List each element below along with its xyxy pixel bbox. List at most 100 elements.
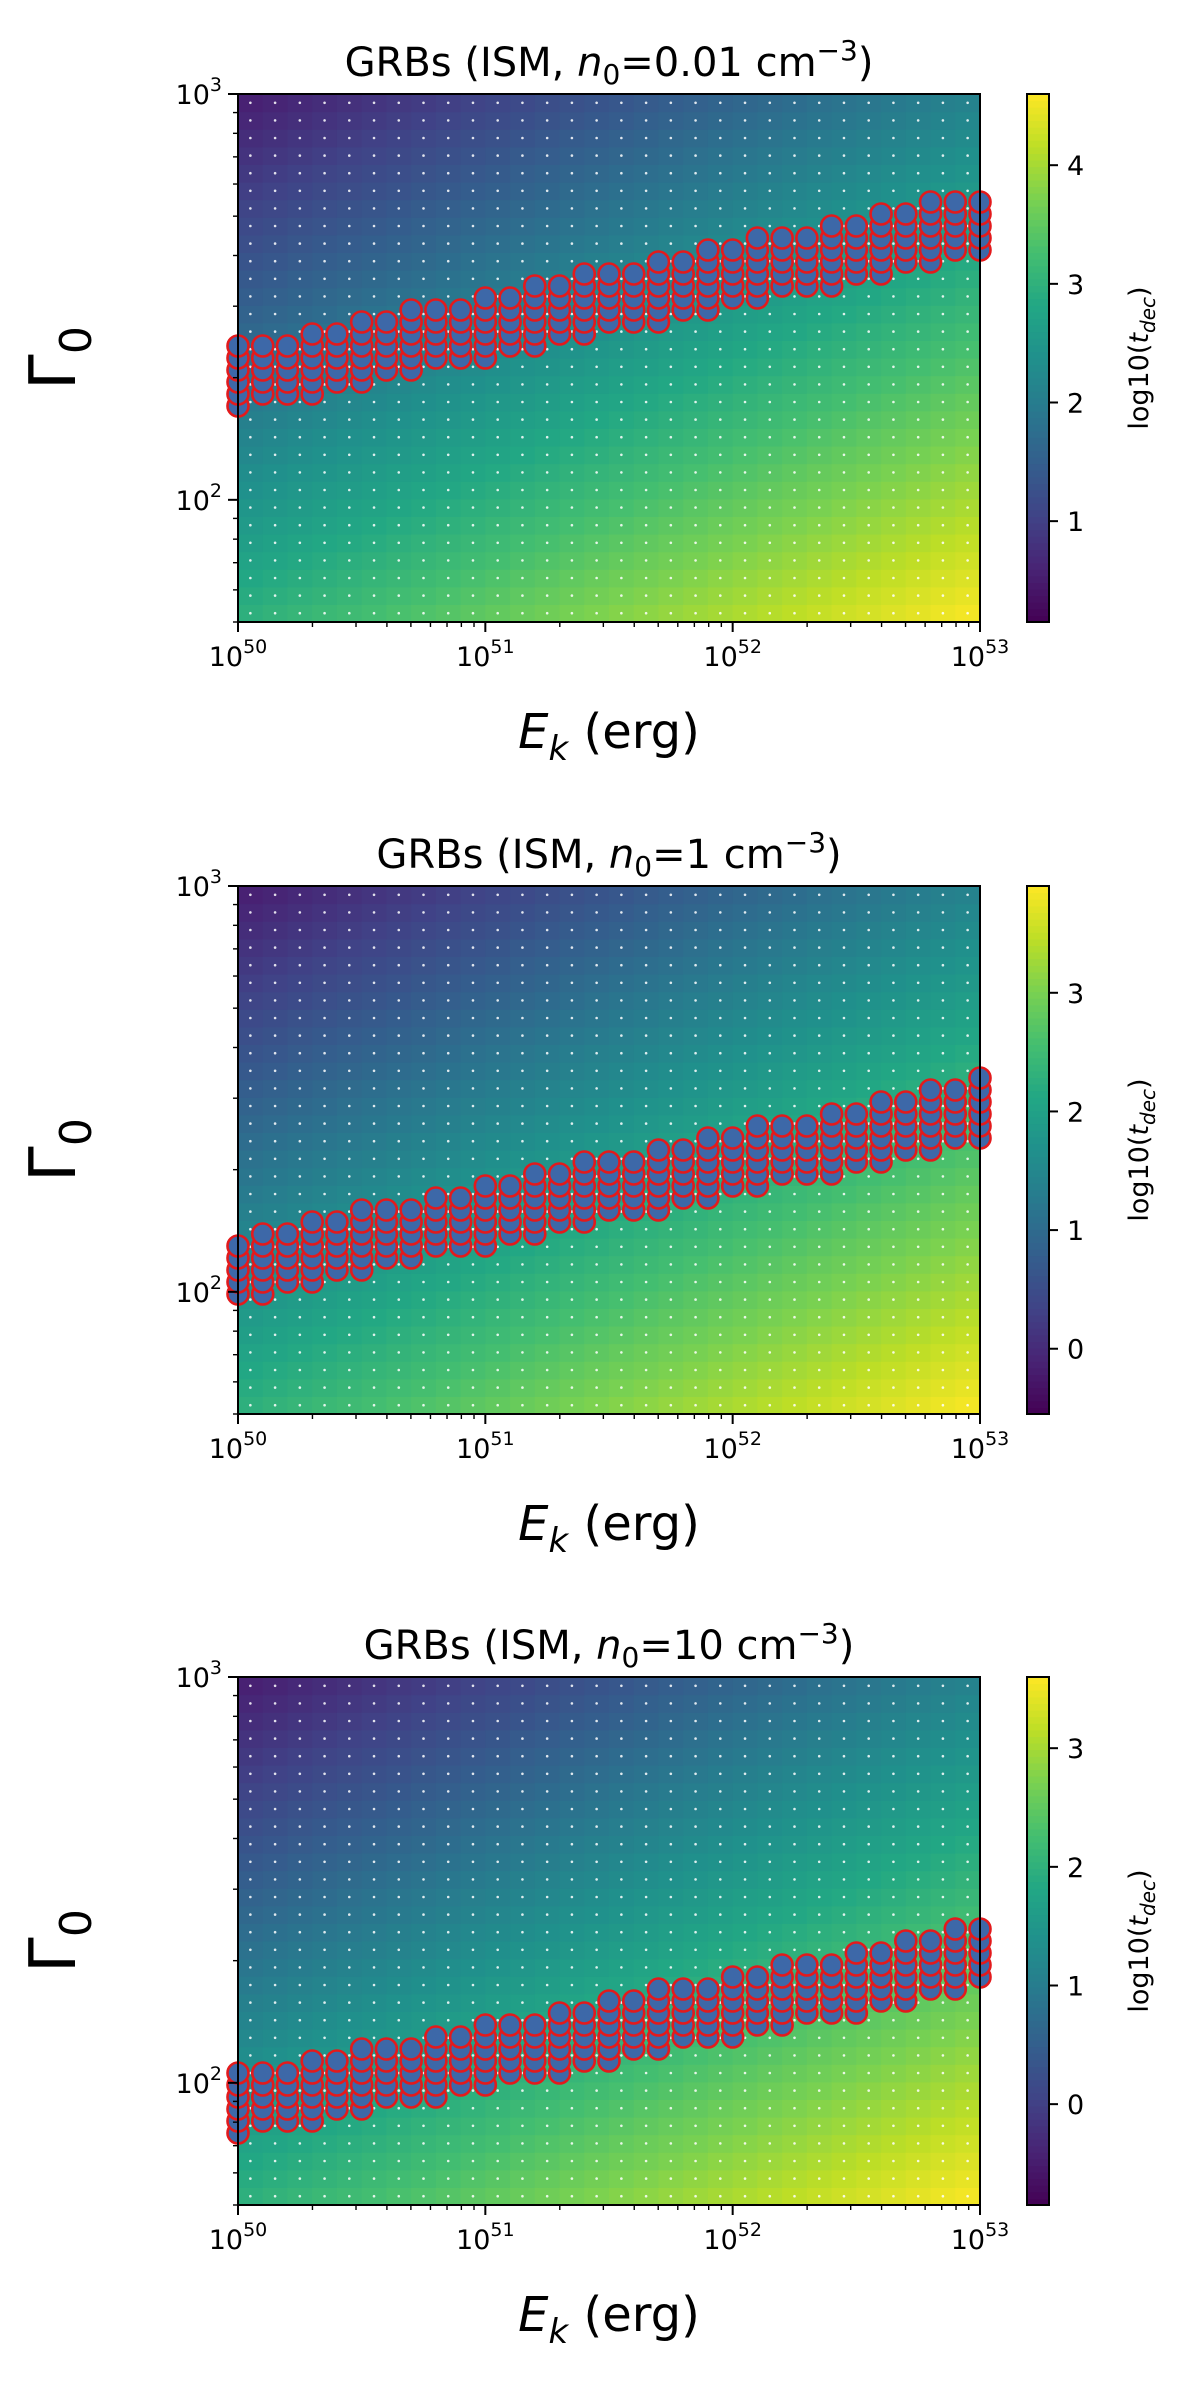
sample-dot xyxy=(570,136,574,140)
sample-dot xyxy=(422,559,425,562)
colorbar-segment xyxy=(1027,1334,1049,1342)
sample-dot xyxy=(694,224,697,228)
sample-dot xyxy=(545,453,549,457)
sample-dot xyxy=(249,1192,252,1196)
sample-dot xyxy=(422,418,425,421)
sample-dot xyxy=(298,136,302,140)
sample-dot xyxy=(422,1315,425,1319)
sample-dot xyxy=(570,1087,574,1090)
sample-dot xyxy=(372,1192,376,1196)
sample-dot xyxy=(372,1227,376,1231)
sample-dot xyxy=(446,330,450,333)
colorbar-segment xyxy=(1027,140,1049,148)
sample-dot xyxy=(273,400,277,404)
sample-dot xyxy=(422,1280,425,1284)
sample-dot xyxy=(966,365,969,369)
sample-dot xyxy=(743,277,747,281)
sample-dot xyxy=(471,1104,475,1108)
sample-dot xyxy=(521,1122,524,1125)
sample-dot xyxy=(545,1192,549,1196)
colorbar-segment xyxy=(1027,1321,1049,1329)
sample-dot xyxy=(521,1403,524,1407)
sample-dot xyxy=(867,1087,870,1090)
sample-dot xyxy=(941,400,945,404)
sample-dot xyxy=(842,1210,846,1213)
sample-dot xyxy=(743,488,747,492)
sample-dot xyxy=(719,523,722,527)
sample-dot xyxy=(892,136,895,140)
sample-dot xyxy=(348,312,351,316)
sample-dot xyxy=(595,1227,598,1231)
sample-dot xyxy=(817,1245,821,1249)
highlight-marker xyxy=(374,310,399,334)
highlight-marker xyxy=(448,1186,473,1210)
sample-dot xyxy=(521,893,524,897)
sample-dot xyxy=(793,1051,796,1055)
sample-dot xyxy=(422,523,425,527)
colorbar-segment xyxy=(1027,1037,1049,1045)
sample-dot xyxy=(446,1087,450,1090)
sample-dot xyxy=(842,154,846,157)
sample-dot xyxy=(867,1351,870,1354)
sample-dot xyxy=(595,1263,598,1266)
sample-dot xyxy=(719,1087,722,1090)
sample-dot xyxy=(941,1069,945,1073)
sample-dot xyxy=(545,365,549,369)
sample-dot xyxy=(348,189,351,193)
sample-dot xyxy=(892,1104,895,1108)
sample-dot xyxy=(669,1016,673,1020)
colorbar-segment xyxy=(1027,1117,1049,1125)
sample-dot xyxy=(842,611,846,615)
sample-dot xyxy=(892,1386,895,1389)
colorbar-segment xyxy=(1027,542,1049,550)
sample-dot xyxy=(570,1192,574,1196)
sample-dot xyxy=(867,435,870,439)
sample-dot xyxy=(471,383,475,386)
sample-dot xyxy=(916,1069,920,1073)
sample-dot xyxy=(669,1368,673,1372)
sample-dot xyxy=(916,1351,920,1354)
sample-dot xyxy=(817,981,821,985)
sample-dot xyxy=(249,365,252,369)
sample-dot xyxy=(892,365,895,369)
sample-dot xyxy=(892,1280,895,1284)
colorbar-segment xyxy=(1027,146,1049,154)
sample-dot xyxy=(273,1051,277,1055)
sample-dot xyxy=(471,981,475,985)
sample-dot xyxy=(348,963,351,967)
sample-dot xyxy=(743,1192,747,1196)
sample-dot xyxy=(323,1333,326,1337)
sample-dot xyxy=(793,136,796,140)
sample-dot xyxy=(397,136,401,140)
sample-dot xyxy=(669,506,673,509)
highlight-marker xyxy=(918,190,943,214)
sample-dot xyxy=(298,893,302,897)
sample-dot xyxy=(941,154,945,157)
sample-dot xyxy=(941,277,945,281)
sample-dot xyxy=(348,1087,351,1090)
sample-dot xyxy=(719,1351,722,1354)
sample-dot xyxy=(669,928,673,932)
sample-dot xyxy=(496,1139,500,1143)
sample-dot xyxy=(743,1051,747,1055)
sample-dot xyxy=(249,1315,252,1319)
sample-dot xyxy=(570,471,574,474)
sample-dot xyxy=(595,418,598,421)
colorbar-segment xyxy=(1027,232,1049,240)
sample-dot xyxy=(249,295,252,298)
sample-dot xyxy=(867,576,870,580)
colorbar-segment xyxy=(1027,602,1049,610)
sample-dot xyxy=(719,559,722,562)
sample-dot xyxy=(916,911,920,914)
sample-dot xyxy=(446,418,450,421)
sample-dot xyxy=(595,981,598,985)
colorbar-segment xyxy=(1027,239,1049,247)
sample-dot xyxy=(496,541,500,545)
colorbar-segment xyxy=(1027,305,1049,313)
colorbar-segment xyxy=(1027,397,1049,405)
highlight-marker xyxy=(621,1150,646,1174)
sample-dot xyxy=(793,1087,796,1090)
sample-dot xyxy=(941,365,945,369)
sample-dot xyxy=(570,928,574,932)
sample-dot xyxy=(719,365,722,369)
